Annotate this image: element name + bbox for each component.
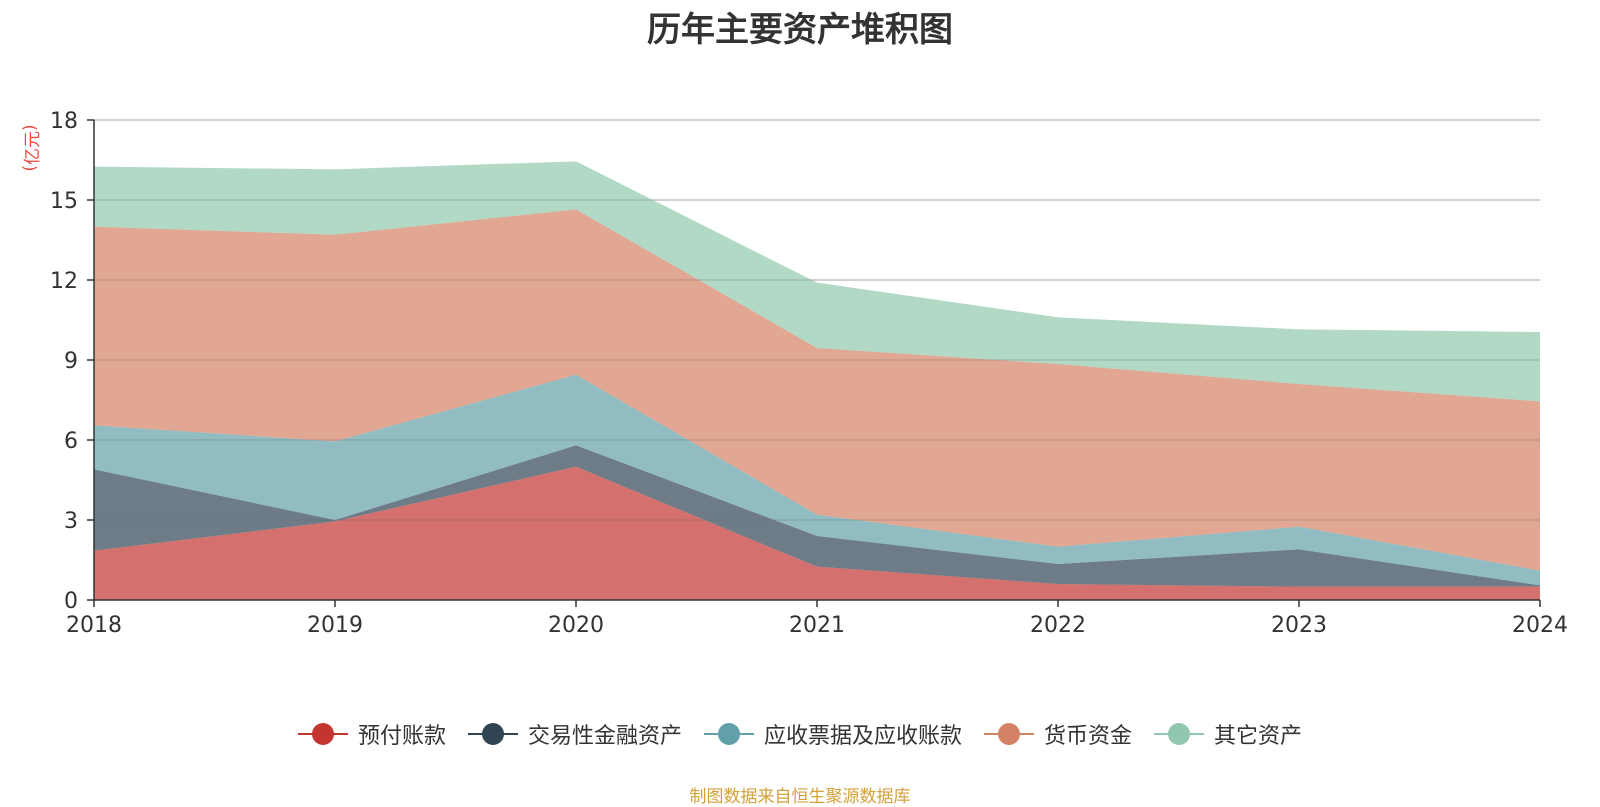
y-tick-label-5: 15 xyxy=(50,189,78,214)
legend-label: 交易性金融资产 xyxy=(527,724,682,749)
legend-label: 应收票据及应收账款 xyxy=(763,724,962,749)
legend-item-1[interactable]: 预付账款 xyxy=(297,718,446,750)
x-tick-label-4: 2022 xyxy=(1030,613,1086,638)
legend-swatch-icon xyxy=(467,722,518,746)
legend-item-4[interactable]: 货币资金 xyxy=(984,718,1132,750)
legend-item-2[interactable]: 交易性金融资产 xyxy=(467,718,682,750)
chart-legend: 预付账款 交易性金融资产 应收票据及应收账款 货币资金 其它资产 xyxy=(0,718,1600,750)
area-series-3 xyxy=(94,374,1540,586)
legend-swatch-icon xyxy=(984,722,1034,746)
area-series-4 xyxy=(94,209,1540,571)
x-tick-label-2: 2020 xyxy=(548,613,604,638)
x-tick-label-0: 2018 xyxy=(66,613,122,638)
area-series-5 xyxy=(94,161,1540,402)
legend-item-3[interactable]: 应收票据及应收账款 xyxy=(703,718,962,750)
y-tick-label-2: 6 xyxy=(64,429,78,454)
legend-label: 预付账款 xyxy=(357,724,446,749)
data-source-note: 制图数据来自恒生聚源数据库 xyxy=(689,787,911,807)
y-tick-label-4: 12 xyxy=(50,269,78,294)
y-tick-label-3: 9 xyxy=(64,349,78,374)
legend-swatch-icon xyxy=(297,722,348,746)
x-tick-label-1: 2019 xyxy=(307,613,363,638)
y-tick-label-1: 3 xyxy=(64,509,78,534)
legend-label: 其它资产 xyxy=(1214,724,1303,749)
chart-title: 历年主要资产堆积图 xyxy=(647,10,953,50)
legend-item-5[interactable]: 其它资产 xyxy=(1154,718,1302,750)
area-series-1 xyxy=(94,466,1540,600)
x-tick-label-6: 2024 xyxy=(1512,613,1568,638)
y-tick-label-0: 0 xyxy=(64,589,78,614)
stacked-area-chart: 0 3 6 9 12 15 18 2018 2019 2020 2021 2022 2023 2024 xyxy=(50,109,1568,638)
area-series-2 xyxy=(94,445,1540,587)
legend-label: 货币资金 xyxy=(1044,724,1133,749)
x-tick-label-5: 2023 xyxy=(1271,613,1327,638)
y-tick-label-6: 18 xyxy=(50,109,78,134)
legend-swatch-icon xyxy=(703,722,754,746)
x-tick-label-3: 2021 xyxy=(789,613,845,638)
legend-swatch-icon xyxy=(1154,722,1205,746)
